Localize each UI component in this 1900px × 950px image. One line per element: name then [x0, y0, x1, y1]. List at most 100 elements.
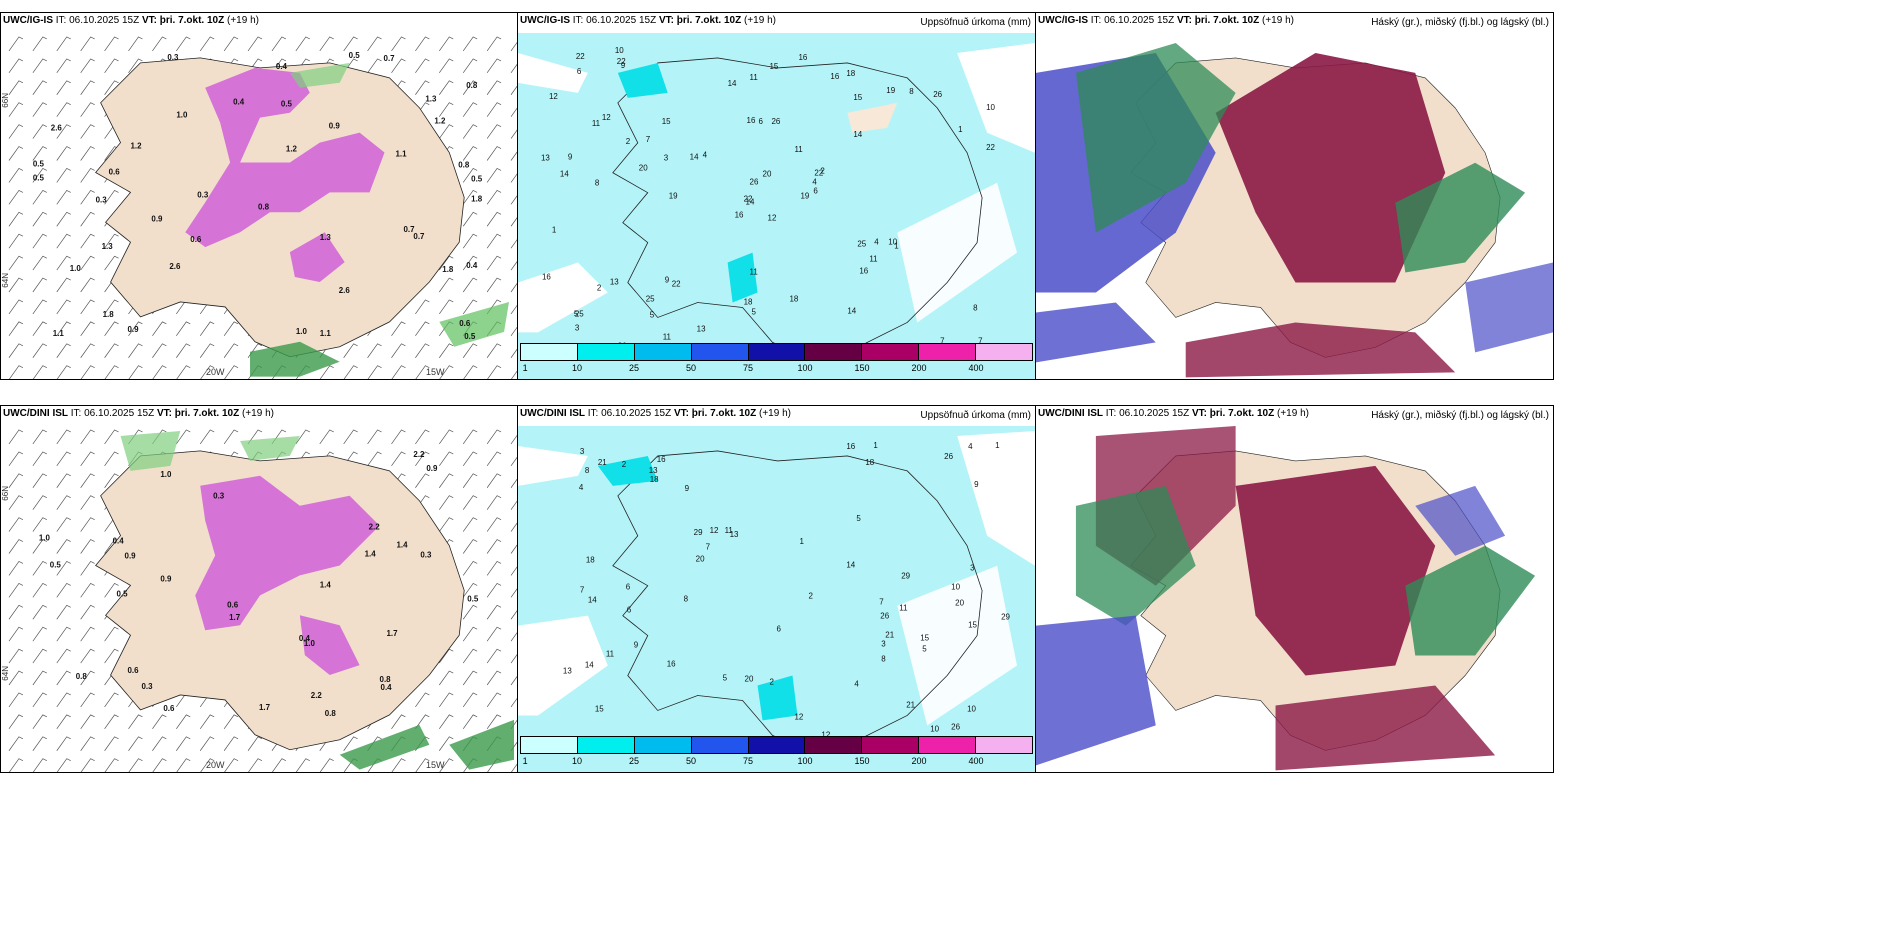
wind-barb [176, 736, 191, 751]
wind-barb [80, 495, 95, 510]
panel-snow-igis: UWC/IG-IS IT: 06.10.2025 15Z VT: þri. 7.… [0, 12, 518, 380]
value-label: 16 [667, 660, 676, 669]
value-label: 4 [812, 178, 817, 187]
wind-barb [223, 429, 239, 445]
value-label: 5 [650, 310, 655, 319]
wind-barb [32, 604, 47, 620]
wind-barb [223, 343, 239, 358]
value-label: 25 [857, 240, 866, 249]
value-label: 0.7 [384, 54, 396, 63]
wind-barb [415, 758, 430, 772]
value-label: 6 [813, 187, 818, 196]
value-label: 0.5 [33, 173, 45, 182]
panel-title: UWC/IG-IS IT: 06.10.2025 15Z VT: þri. 7.… [520, 15, 776, 26]
colorbar-swatch [919, 344, 977, 360]
colorbar-swatch [805, 737, 863, 753]
wind-barb [462, 168, 478, 183]
wind-barb [8, 255, 24, 271]
wind-barb [8, 517, 24, 532]
colorbar-tick: 150 [854, 756, 870, 766]
colorbar-swatch [577, 737, 635, 753]
wind-barb [486, 102, 502, 117]
wind-barb [104, 189, 119, 205]
lat-label-64n: 64N [1, 666, 10, 681]
colorbar-tick: 50 [685, 363, 697, 373]
wind-barb [80, 343, 95, 358]
wind-barb [462, 343, 478, 358]
wind-barb [32, 189, 47, 205]
wind-barb [510, 63, 517, 74]
wind-barb [8, 451, 24, 467]
colorbar-tick: 200 [911, 756, 927, 766]
value-label: 4 [579, 483, 584, 492]
wind-barb [295, 36, 310, 52]
wind-barb [128, 321, 143, 337]
value-label: 0.3 [420, 550, 432, 559]
wind-barb [32, 561, 47, 576]
value-label: 0.6 [163, 704, 175, 713]
colorbar-swatch [748, 344, 806, 360]
colorbar-tick: 25 [628, 756, 640, 766]
wind-barb [439, 451, 454, 467]
wind-barb [80, 626, 95, 642]
value-label: 14 [846, 561, 855, 570]
value-label: 7 [580, 586, 585, 595]
value-label: 12 [768, 214, 777, 223]
value-label: 1.7 [259, 703, 271, 712]
wind-barb [439, 124, 454, 139]
wind-barb [343, 429, 358, 445]
wind-barb [104, 451, 119, 467]
wind-barb [510, 741, 517, 751]
wind-barb [32, 539, 47, 554]
wind-barb [56, 473, 71, 488]
wind-barb [510, 719, 517, 730]
value-label: 16 [542, 273, 551, 282]
value-label: 16 [846, 442, 855, 451]
wind-barb [510, 85, 517, 95]
value-label: 0.5 [349, 51, 361, 60]
wind-barb [104, 582, 119, 598]
wind-barb [199, 736, 215, 751]
wind-barb [462, 604, 478, 620]
wind-barb [8, 124, 24, 139]
wind-barb [391, 758, 406, 772]
value-label: 1.3 [102, 242, 114, 251]
wind-barb [271, 758, 287, 772]
wind-barb [439, 36, 454, 52]
value-label: 19 [800, 192, 809, 201]
wind-barb [104, 255, 119, 271]
value-label: 0.3 [141, 682, 153, 691]
wind-barb [104, 80, 119, 95]
wind-barb [486, 517, 502, 532]
wind-barb [367, 58, 382, 74]
wind-barb [56, 299, 71, 315]
wind-barb [80, 124, 95, 139]
wind-barb [415, 692, 430, 708]
wind-barb [56, 539, 71, 554]
wind-barb [56, 211, 71, 227]
wind-barb [8, 539, 24, 554]
wind-barb [510, 632, 517, 642]
wind-barb [32, 168, 47, 183]
wind-barb [415, 343, 430, 358]
wind-barb [510, 239, 517, 249]
wind-barb [32, 343, 47, 358]
wind-barb [8, 58, 24, 74]
value-label: 10 [888, 238, 897, 247]
wind-barb [439, 648, 454, 664]
value-label: 1.0 [160, 470, 172, 479]
precip-map: 2620151613211418291247810536211912620151… [518, 426, 1035, 772]
wind-barb [510, 283, 517, 293]
wind-barb [391, 451, 406, 467]
value-label: 9 [665, 276, 670, 285]
wind-barb [80, 473, 95, 488]
clouds-map [1036, 426, 1536, 771]
wind-barb [486, 36, 502, 52]
wind-barb [199, 321, 215, 337]
wind-barb [8, 36, 24, 52]
wind-barb [367, 451, 382, 467]
value-label: 1 [873, 441, 878, 450]
wind-barb [486, 582, 502, 598]
value-label: 2 [770, 677, 775, 686]
wind-barb [391, 36, 406, 52]
